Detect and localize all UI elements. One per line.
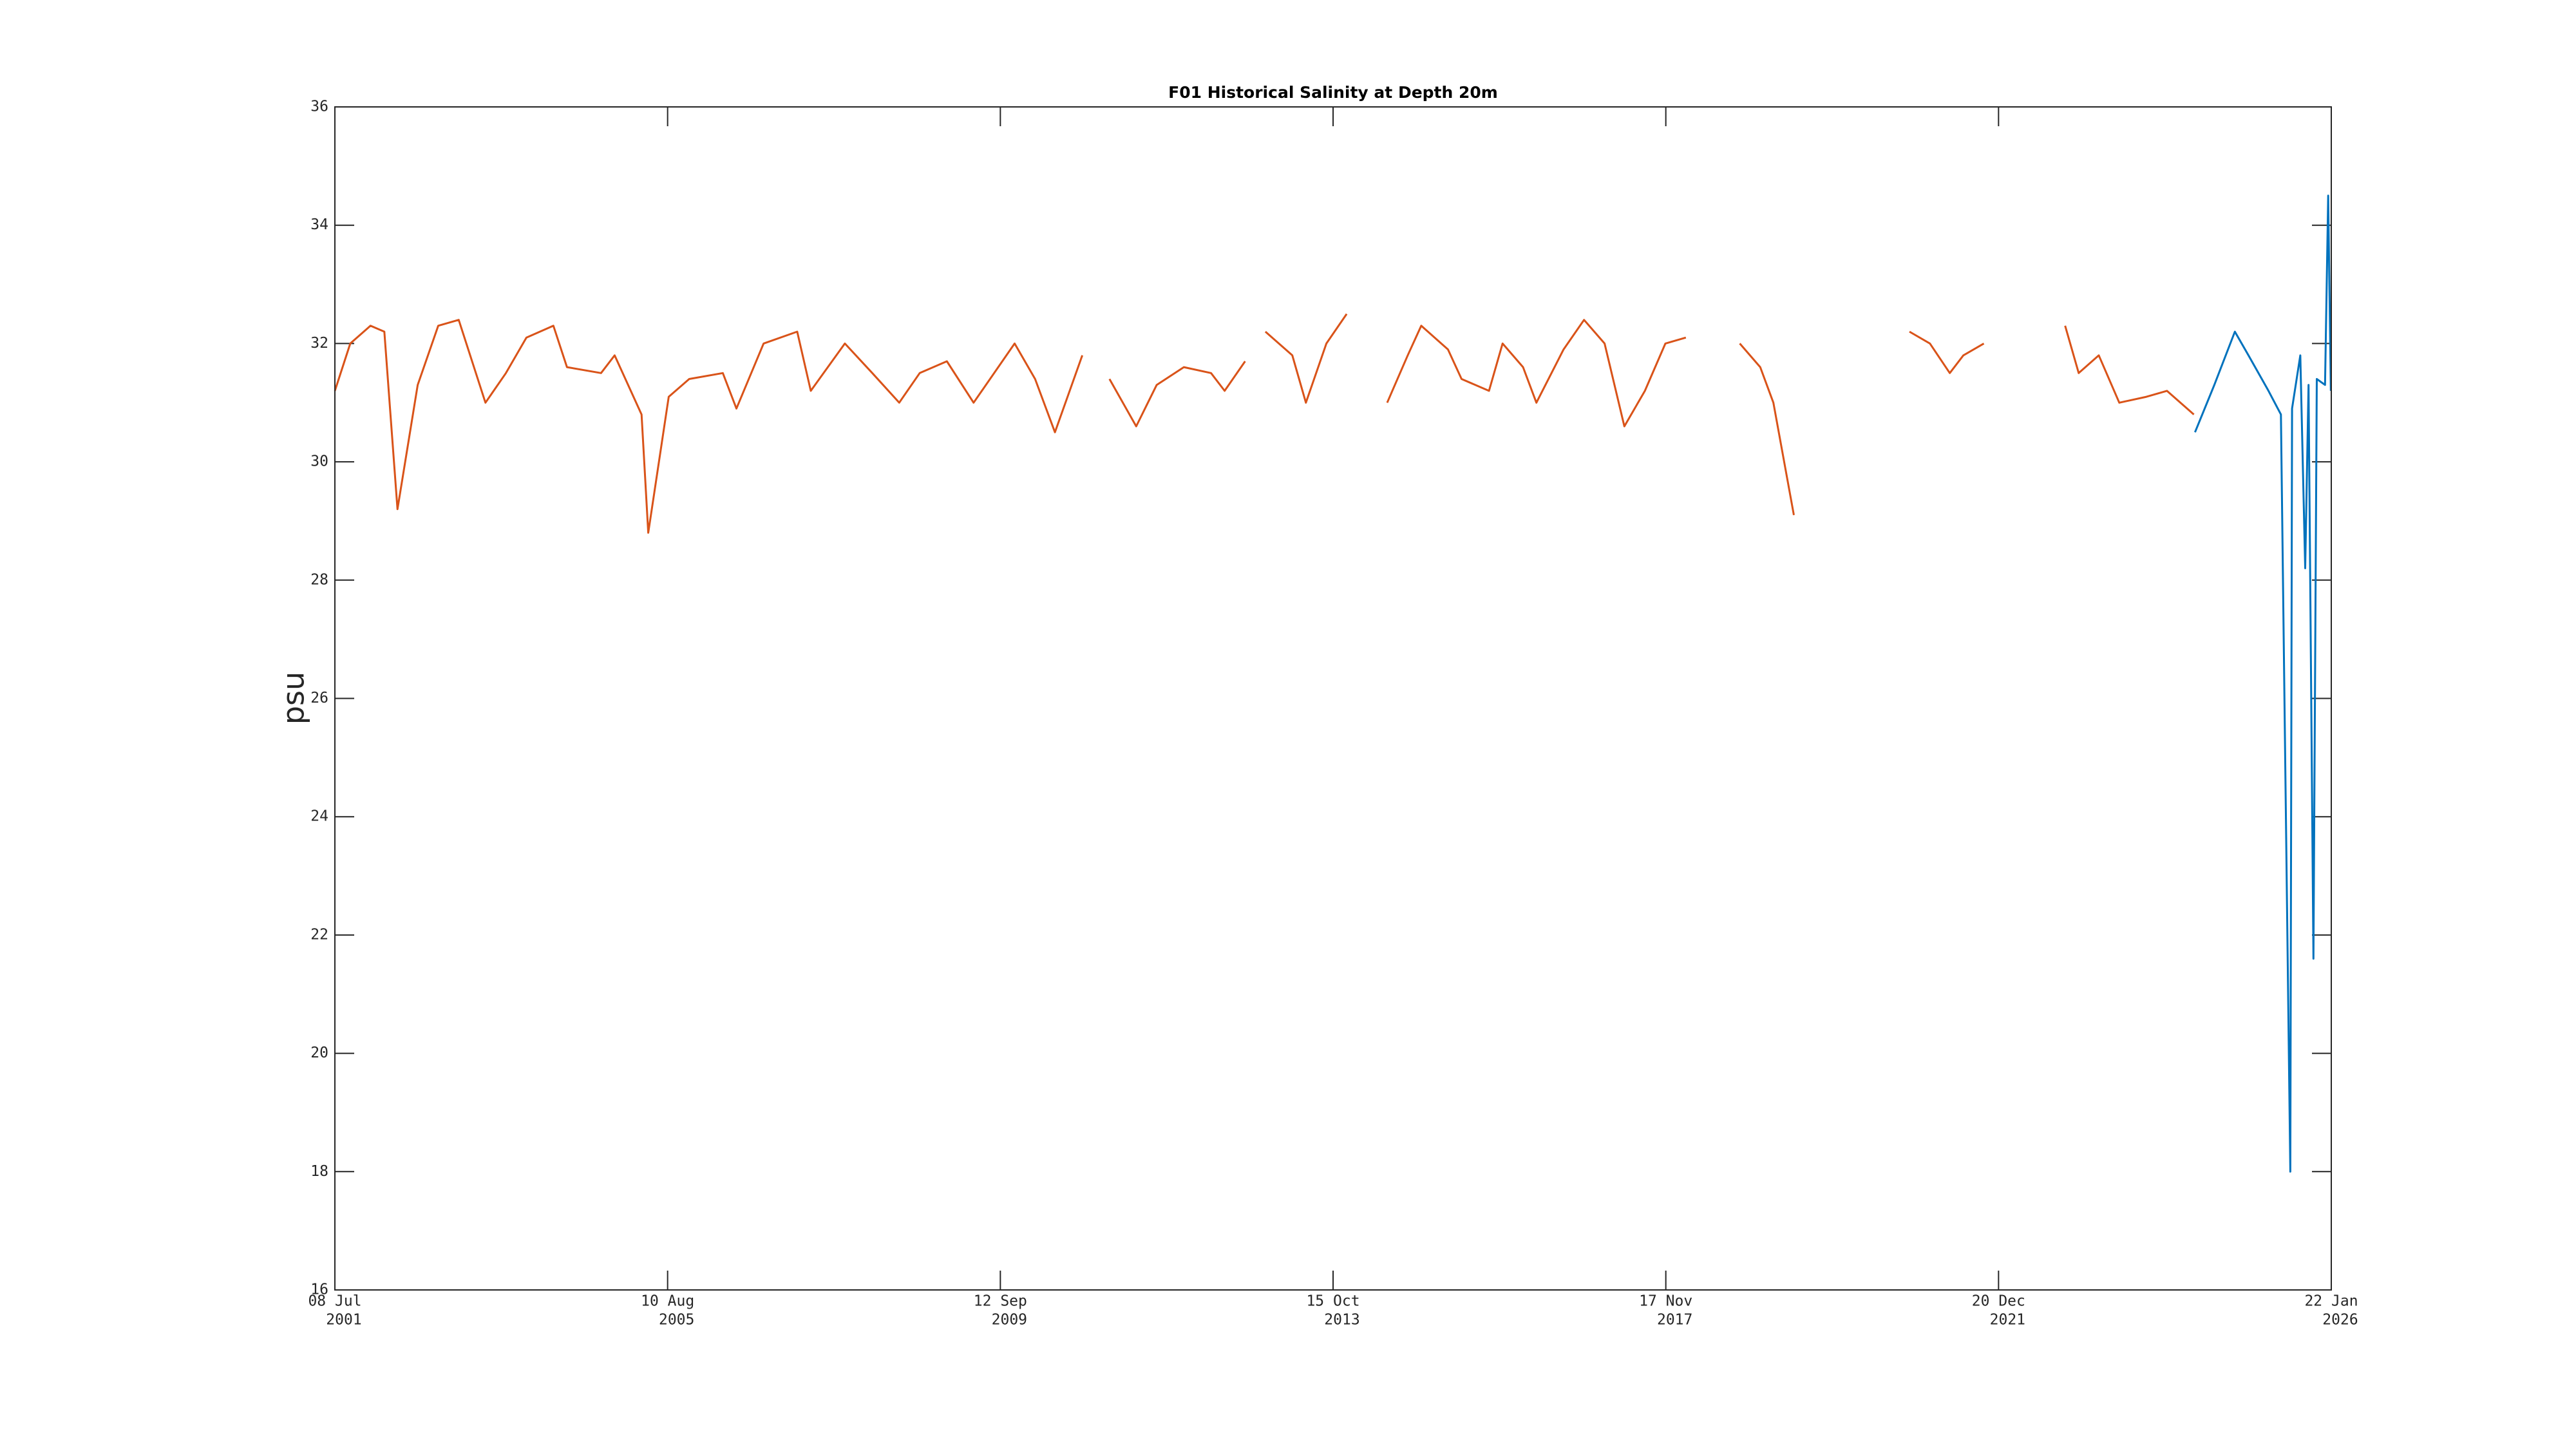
y-tick-label: 16 [310,1282,328,1298]
chart-title: F01 Historical Salinity at Depth 20m [1168,83,1498,102]
y-tick-label: 20 [310,1045,328,1061]
y-tick-label: 34 [310,216,328,233]
x-tick-label: 2021 [1990,1312,2025,1329]
y-tick-label: 28 [310,571,328,588]
y-tick-label: 26 [310,690,328,706]
y-tick-label: 32 [310,335,328,352]
y-axis-label: psu [276,672,311,724]
y-tick-label: 18 [310,1163,328,1180]
data-line [2194,194,2332,1173]
y-tick-label: 36 [310,99,328,115]
x-tick-label: 2005 [659,1312,694,1329]
x-tick-label: 22 Jan [2304,1293,2358,1310]
x-tick-label: 17 Nov [1639,1293,1692,1310]
x-tick-label: 12 Sep [974,1293,1027,1310]
x-tick-label: 10 Aug [641,1293,694,1310]
plot-frame [334,106,2332,1291]
x-tick-label: 20 Dec [1972,1293,2025,1310]
y-tick-label: 22 [310,926,328,943]
x-tick-label: 08 Jul [308,1293,361,1310]
x-tick-label: 2001 [326,1312,361,1329]
x-tick-label: 2017 [1657,1312,1692,1329]
x-tick-label: 15 Oct [1306,1293,1359,1310]
x-tick-label: 2026 [2322,1312,2358,1329]
x-tick-label: 2009 [992,1312,1027,1329]
y-tick-label: 30 [310,453,328,470]
x-tick-label: 2013 [1324,1312,1359,1329]
data-line [334,313,2195,534]
y-tick-label: 24 [310,808,328,825]
